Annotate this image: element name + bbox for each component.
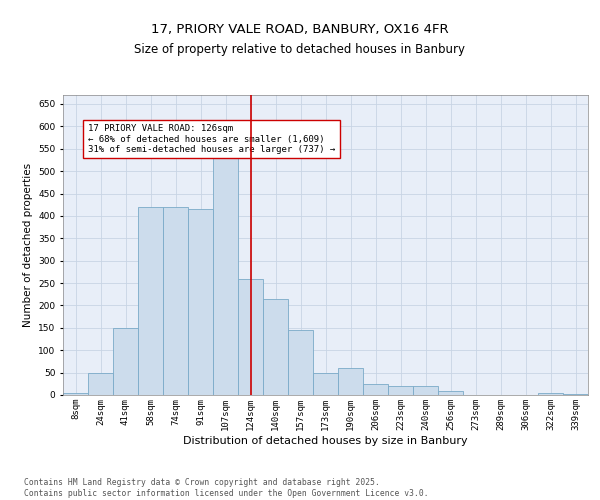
Bar [363, 384, 388, 395]
Bar [88, 372, 113, 395]
Bar [338, 368, 363, 395]
Bar [63, 393, 88, 395]
Bar [313, 372, 338, 395]
Bar [413, 386, 438, 395]
Bar [113, 328, 138, 395]
Bar [238, 278, 263, 395]
Bar [288, 330, 313, 395]
Bar [538, 393, 563, 395]
Bar [138, 207, 163, 395]
Bar [563, 394, 588, 395]
X-axis label: Distribution of detached houses by size in Banbury: Distribution of detached houses by size … [183, 436, 468, 446]
Text: 17, PRIORY VALE ROAD, BANBURY, OX16 4FR: 17, PRIORY VALE ROAD, BANBURY, OX16 4FR [151, 22, 449, 36]
Text: Contains HM Land Registry data © Crown copyright and database right 2025.
Contai: Contains HM Land Registry data © Crown c… [24, 478, 428, 498]
Bar [213, 140, 238, 395]
Text: 17 PRIORY VALE ROAD: 126sqm
← 68% of detached houses are smaller (1,609)
31% of : 17 PRIORY VALE ROAD: 126sqm ← 68% of det… [88, 124, 335, 154]
Bar [388, 386, 413, 395]
Y-axis label: Number of detached properties: Number of detached properties [23, 163, 32, 327]
Bar [163, 207, 188, 395]
Bar [263, 298, 288, 395]
Bar [438, 390, 463, 395]
Text: Size of property relative to detached houses in Banbury: Size of property relative to detached ho… [134, 42, 466, 56]
Bar [188, 209, 213, 395]
